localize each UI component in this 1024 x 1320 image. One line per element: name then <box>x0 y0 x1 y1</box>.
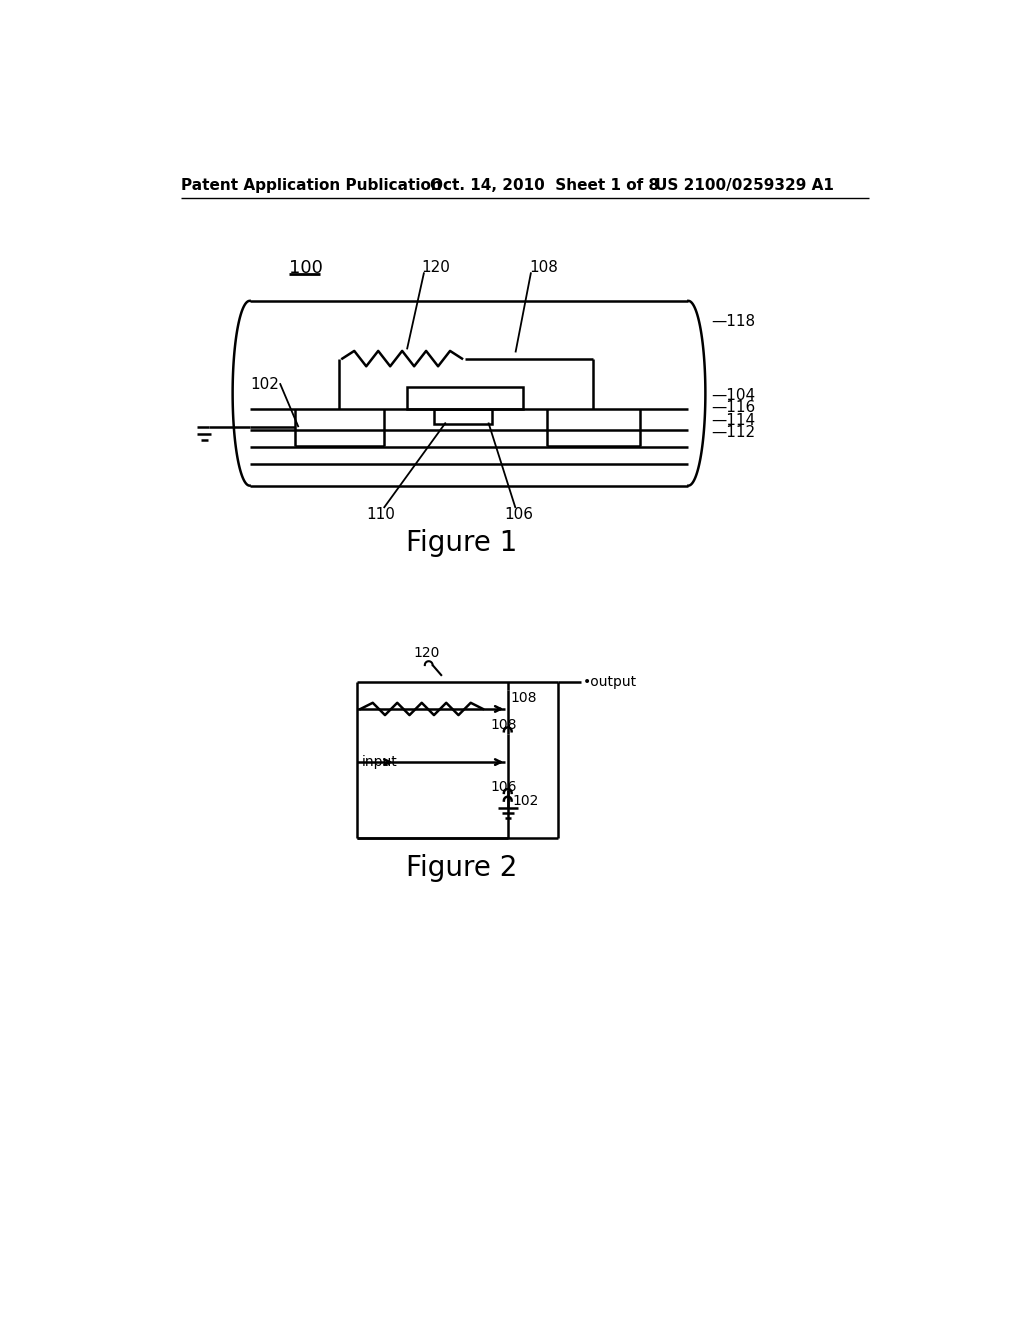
Text: 106: 106 <box>504 507 532 521</box>
Text: —112: —112 <box>711 425 755 440</box>
Text: 108: 108 <box>511 692 538 705</box>
Text: 100: 100 <box>289 259 324 277</box>
Text: —116: —116 <box>711 400 755 416</box>
Text: 106: 106 <box>490 780 517 793</box>
Text: US 2100/0259329 A1: US 2100/0259329 A1 <box>655 178 834 193</box>
Bar <box>434 409 493 424</box>
Text: 108: 108 <box>529 260 558 276</box>
Text: —104: —104 <box>711 388 755 403</box>
Text: Patent Application Publication: Patent Application Publication <box>180 178 441 193</box>
Text: 120: 120 <box>414 645 439 660</box>
Text: Oct. 14, 2010  Sheet 1 of 8: Oct. 14, 2010 Sheet 1 of 8 <box>430 178 659 193</box>
Text: 102: 102 <box>512 795 539 808</box>
Text: 108: 108 <box>490 718 517 733</box>
Text: Figure 2: Figure 2 <box>406 854 517 882</box>
Text: —118: —118 <box>711 314 755 329</box>
Text: 120: 120 <box>421 260 450 276</box>
Text: •output: •output <box>583 675 637 689</box>
Text: 110: 110 <box>367 507 395 521</box>
Text: 102: 102 <box>251 376 280 392</box>
Bar <box>407 387 523 409</box>
Text: Figure 1: Figure 1 <box>406 529 517 557</box>
Text: input: input <box>361 755 397 770</box>
Text: —114: —114 <box>711 413 755 428</box>
